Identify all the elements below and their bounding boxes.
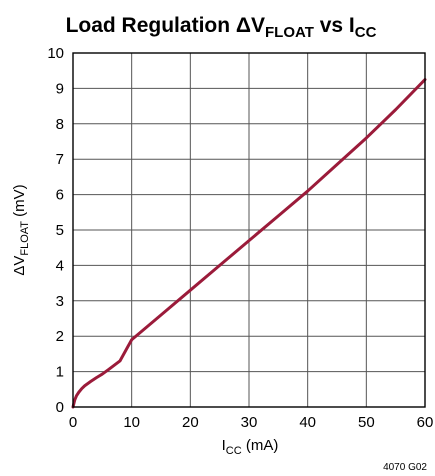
chart-title-middle: vs I <box>314 14 355 37</box>
y-axis-label-unit: (mV) <box>11 184 28 221</box>
series-line-0 <box>71 78 427 409</box>
y-tick-label: 2 <box>56 328 64 345</box>
x-tick-label: 50 <box>358 414 375 431</box>
chart-title-prefix: Load Regulation ΔV <box>66 14 265 37</box>
x-axis-label-sub: CC <box>226 445 242 457</box>
x-axis-label-unit: (mA) <box>242 437 279 454</box>
y-tick-label: 9 <box>56 80 64 97</box>
y-tick-label: 5 <box>56 222 64 239</box>
series-layer <box>71 78 427 409</box>
y-tick-label: 3 <box>56 293 64 310</box>
x-tick-label: 0 <box>69 414 77 431</box>
chart-title-sub1: FLOAT <box>265 24 314 41</box>
chart-title: Load Regulation ΔVFLOAT vs ICC <box>66 14 377 41</box>
y-tick-label: 10 <box>47 45 64 62</box>
y-axis-label: ΔVFLOAT (mV) <box>11 184 31 275</box>
y-tick-label: 8 <box>56 116 64 133</box>
x-tick-label: 60 <box>417 414 434 431</box>
x-tick-label: 30 <box>241 414 258 431</box>
x-tick-label: 10 <box>123 414 140 431</box>
plot-frame <box>72 52 426 408</box>
grid <box>72 52 426 408</box>
y-tick-label: 4 <box>56 257 64 274</box>
y-tick-label: 0 <box>56 399 64 416</box>
y-axis-label-sub: FLOAT <box>19 221 31 256</box>
x-axis-label-main: I <box>222 437 226 454</box>
x-axis-label: ICC (mA) <box>222 437 279 457</box>
chart-title-sub2: CC <box>355 24 377 41</box>
x-tick-label: 20 <box>182 414 199 431</box>
x-tick-label: 40 <box>299 414 316 431</box>
y-tick-label: 1 <box>56 364 64 381</box>
y-tick-label: 6 <box>56 187 64 204</box>
tick-labels: 0 10 20 30 40 50 60 0 1 2 3 4 5 6 7 8 9 10 <box>47 45 433 431</box>
y-tick-label: 7 <box>56 151 64 168</box>
y-axis-label-main: ΔV <box>11 256 28 276</box>
figure-code: 4070 G02 <box>383 462 427 473</box>
